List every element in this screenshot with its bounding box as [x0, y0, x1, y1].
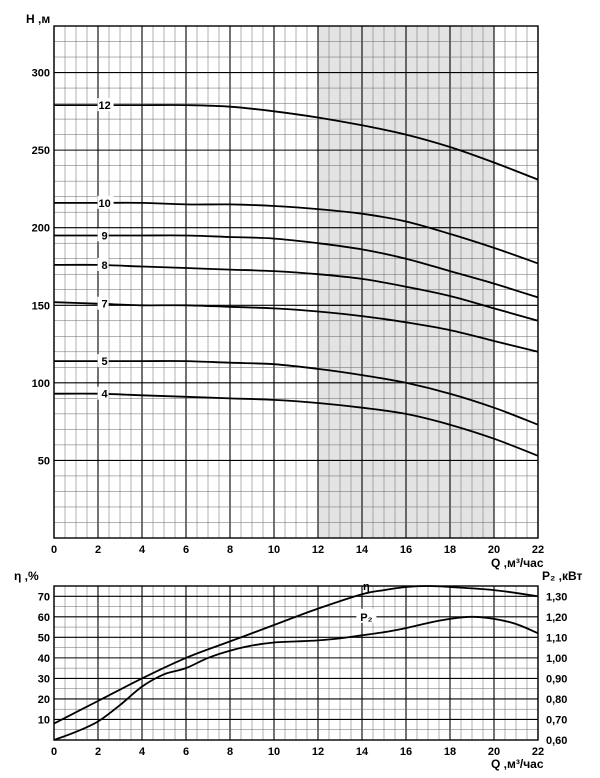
head-curve-5 — [54, 360, 539, 426]
y-tick-label: 150 — [32, 300, 50, 312]
power-curve — [53, 615, 539, 741]
y-tick-label-right: 1,10 — [546, 632, 567, 644]
efficiency-chart-grid — [53, 585, 539, 741]
efficiency-curve — [53, 585, 539, 725]
series-label-10: 10 — [98, 198, 110, 210]
efficiency-x-axis-label: Q ,м³/час — [491, 757, 544, 771]
x-tick-label: 16 — [400, 544, 412, 556]
x-tick-label: 8 — [227, 544, 233, 556]
head-chart-x-ticks: 0 2 4 6 8 10 12 14 16 18 20 22 — [51, 544, 544, 556]
y-tick-label: 20 — [38, 694, 50, 706]
y-tick-label: 40 — [38, 653, 50, 665]
y-tick-label: 30 — [38, 673, 50, 685]
head-curve-4 — [53, 392, 539, 457]
x-tick-label: 2 — [95, 746, 101, 758]
y-tick-label-right: 0,90 — [546, 673, 567, 685]
efficiency-chart-frame — [53, 585, 539, 741]
x-tick-label: 18 — [444, 544, 456, 556]
y-tick-label: 60 — [38, 612, 50, 624]
y-tick-label: 70 — [38, 591, 50, 603]
head-curve-12 — [54, 104, 539, 181]
x-tick-label: 12 — [312, 746, 324, 758]
x-tick-label: 14 — [356, 746, 369, 758]
head-chart-frame — [53, 25, 539, 539]
efficiency-chart-x-ticks: 0 2 4 6 8 10 12 14 16 18 20 22 — [51, 746, 544, 758]
series-label-bg — [97, 98, 114, 112]
head-curve-8 — [53, 263, 539, 322]
x-tick-label: 6 — [183, 544, 189, 556]
series-label-7: 7 — [102, 299, 108, 311]
x-tick-label: 20 — [488, 746, 500, 758]
efficiency-chart-y-ticks: 10 20 30 40 50 60 70 — [38, 591, 50, 726]
y-tick-label: 200 — [32, 223, 50, 235]
efficiency-curve-label: η — [363, 581, 370, 593]
series-label-bg — [356, 608, 377, 623]
x-tick-label: 4 — [139, 746, 146, 758]
y-tick-label: 100 — [32, 378, 50, 390]
x-tick-label: 0 — [51, 544, 57, 556]
x-tick-label: 8 — [227, 746, 233, 758]
y-tick-label-right: 1,20 — [546, 612, 567, 624]
power-curve-label: P₂ — [360, 612, 372, 624]
y-tick-label-right: 0,70 — [546, 714, 567, 726]
series-label-12: 12 — [98, 100, 110, 112]
x-tick-label: 22 — [532, 746, 544, 758]
y-tick-label-right: 0,80 — [546, 694, 567, 706]
head-curve-7 — [53, 301, 539, 353]
x-tick-label: 12 — [312, 544, 324, 556]
series-label-bg — [97, 354, 109, 368]
head-y-axis-label: H ,м — [26, 12, 50, 26]
head-chart-y-ticks: 50 100 150 200 250 300 — [32, 68, 50, 468]
series-label-5: 5 — [102, 356, 108, 368]
y-tick-label: 250 — [32, 145, 50, 157]
x-tick-label: 18 — [444, 746, 456, 758]
x-tick-label: 2 — [95, 544, 101, 556]
x-tick-label: 0 — [51, 746, 57, 758]
x-tick-label: 4 — [139, 544, 146, 556]
y-tick-label: 50 — [38, 455, 50, 467]
x-tick-label: 22 — [532, 544, 544, 556]
x-tick-label: 10 — [268, 544, 280, 556]
head-chart-grid — [53, 25, 539, 539]
series-label-bg — [97, 228, 109, 242]
x-tick-label: 20 — [488, 544, 500, 556]
series-label-8: 8 — [102, 260, 108, 272]
y-tick-label: 50 — [38, 632, 50, 644]
head-curves: 12 10 9 8 7 5 4 — [53, 98, 539, 457]
series-label-bg — [97, 195, 114, 209]
series-label-bg — [97, 257, 109, 271]
efficiency-y-axis-label: η ,% — [14, 569, 39, 583]
head-curve-10 — [53, 201, 539, 265]
efficiency-power-chart: η P₂ 0 2 4 6 8 10 12 14 16 18 20 22 10 20 30 40 50 60 70 0… — [14, 569, 583, 771]
power-y-axis-label: P₂ ,кВт — [542, 569, 583, 583]
series-label-4: 4 — [102, 389, 109, 401]
y-tick-label-right: 1,30 — [546, 591, 567, 603]
y-tick-label: 10 — [38, 714, 50, 726]
y-tick-label-right: 1,00 — [546, 653, 567, 665]
series-label-bg — [97, 296, 109, 310]
x-tick-label: 16 — [400, 746, 412, 758]
y-tick-label: 300 — [32, 68, 50, 80]
power-chart-y-ticks-right: 0,60 0,70 0,80 0,90 1,00 1,10 1,20 1,30 — [546, 591, 567, 747]
efficiency-power-curves: η P₂ — [53, 581, 539, 741]
x-tick-label: 10 — [268, 746, 280, 758]
x-tick-label: 6 — [183, 746, 189, 758]
series-label-bg — [97, 386, 109, 400]
head-x-axis-label: Q ,м³/час — [491, 556, 544, 570]
series-label-9: 9 — [102, 230, 108, 242]
head-curve-9 — [54, 234, 539, 299]
head-chart: 12 10 9 8 7 5 4 0 2 4 6 8 10 12 14 16 18 20 22 50 100 150 20… — [26, 12, 544, 570]
y-tick-label-right: 0,60 — [546, 735, 567, 747]
x-tick-label: 14 — [356, 544, 369, 556]
